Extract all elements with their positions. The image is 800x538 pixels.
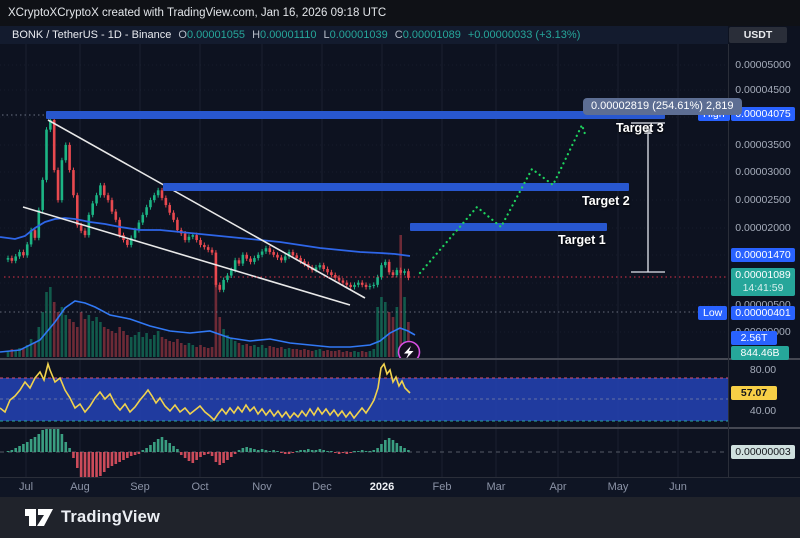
ohlc-values: O0.00001055 H0.00001110 L0.00001039 C0.0000… — [171, 29, 460, 41]
target-zone-bar — [46, 111, 665, 119]
ohlc-letter: C — [394, 29, 403, 41]
symbol-title[interactable]: BONK / TetherUS - 1D - Binance — [12, 29, 172, 41]
price-tick: 0.00005000 — [735, 58, 791, 71]
time-axis-label: Sep — [130, 481, 150, 493]
rsi-pane-canvas[interactable] — [0, 360, 728, 427]
time-axis-label: Nov — [252, 481, 272, 493]
price-tick: 0.00003000 — [735, 165, 791, 178]
target-label: Target 2 — [582, 194, 630, 208]
ohlc-value: 0.00001055 — [186, 29, 246, 41]
attribution-bar: XCryptoXCryptoX created with TradingView… — [0, 0, 800, 26]
price-tick: 80.00 — [749, 363, 777, 376]
target-zone-bar — [410, 223, 607, 231]
low-price-label: 0.00000401 — [731, 306, 795, 320]
target-zone-bar — [163, 183, 629, 191]
time-axis-label: May — [607, 481, 629, 493]
low-marker-chip: Low — [698, 306, 728, 320]
currency-toggle-button[interactable]: USDT — [729, 27, 787, 43]
measure-tooltip: 0.00002819 (254.61%) 2,819 — [583, 98, 742, 115]
time-axis-label: Apr — [549, 481, 567, 493]
price-tick: 0.00003500 — [735, 138, 791, 151]
time-axis[interactable]: Jul Aug Sep Oct Nov Dec 2026 Feb Mar Apr May Jun — [0, 477, 800, 497]
price-tick: 0.00002000 — [735, 221, 791, 234]
histogram-value-label: 0.00000003 — [731, 445, 795, 459]
target-label: Target 3 — [616, 121, 664, 135]
price-ma-line — [0, 217, 411, 257]
candles — [6, 117, 410, 293]
time-axis-label: 2026 — [369, 481, 395, 493]
time-axis-label: Mar — [486, 481, 506, 493]
volume-ma-line — [0, 300, 416, 353]
price-tick: 0.00002500 — [735, 193, 791, 206]
trendline — [22, 206, 351, 306]
rsi-value-label: 57.07 — [731, 386, 777, 400]
price-axis-border — [728, 44, 729, 477]
last-price-label: 0.00001089 14:41:59 — [731, 268, 795, 296]
price-range-measure — [631, 122, 665, 273]
time-axis-label: Dec — [312, 481, 332, 493]
time-axis-label: Jun — [669, 481, 687, 493]
target-label: Target 1 — [558, 233, 606, 247]
time-axis-label: Jul — [18, 481, 34, 493]
pane-separator[interactable] — [0, 427, 800, 429]
high-price-label: 0.00004075 — [731, 107, 795, 121]
ohlc-letter: O — [178, 29, 187, 41]
volume-bars — [6, 235, 410, 357]
change-value: +0.00000033 (+3.13%) — [467, 29, 581, 41]
rsi-line — [0, 361, 411, 422]
trendline — [47, 119, 366, 299]
lightning-badge — [397, 340, 421, 358]
ohlc-letter: H — [252, 29, 261, 41]
ohlc-value: 0.00001039 — [329, 29, 388, 41]
histogram-pane-canvas[interactable] — [0, 429, 728, 477]
bar-countdown: 14:41:59 — [742, 282, 784, 294]
main-chart-canvas[interactable] — [0, 44, 728, 358]
time-axis-label: Feb — [432, 481, 452, 493]
tradingview-logo-icon — [25, 509, 53, 526]
ma-price-label: 0.00001470 — [731, 248, 795, 262]
ohlc-value: 0.00001110 — [260, 29, 317, 41]
ohlc-value: 0.00001089 — [402, 29, 461, 41]
symbol-header: BONK / TetherUS - 1D - Binance O0.0000105… — [0, 26, 728, 44]
ohlc-letter: L — [323, 29, 330, 41]
volume-label-2: 844.46B — [731, 346, 789, 360]
bottom-brand-strip: TradingView — [0, 497, 800, 538]
tradingview-logo-text: TradingView — [61, 507, 161, 526]
last-price-value: 0.00001089 — [735, 269, 791, 281]
time-axis-label: Aug — [70, 481, 90, 493]
time-axis-label: Oct — [191, 481, 209, 493]
price-tick: 40.00 — [749, 404, 777, 417]
histogram-bars — [6, 429, 410, 477]
attribution-text: XCryptoXCryptoX created with TradingView… — [8, 7, 387, 19]
pane-separator[interactable] — [0, 358, 800, 360]
volume-label-1: 2.56T — [731, 331, 777, 345]
projection-path — [418, 122, 588, 275]
price-tick: 0.00004500 — [735, 83, 791, 96]
tradingview-logo[interactable]: TradingView — [24, 506, 160, 528]
